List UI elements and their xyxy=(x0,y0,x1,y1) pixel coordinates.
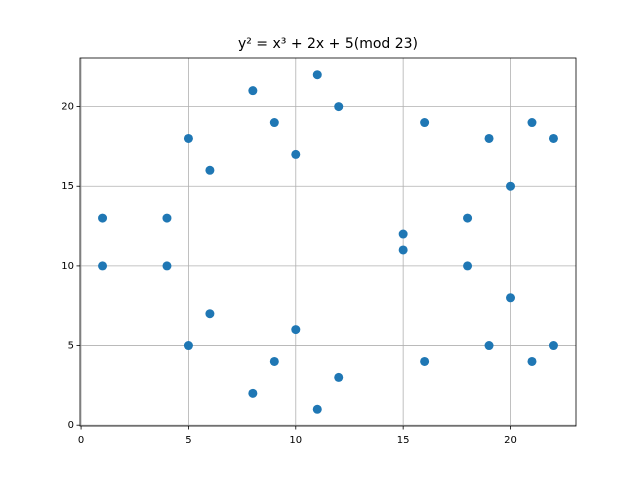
point xyxy=(248,388,258,398)
y-tick-label: 15 xyxy=(61,181,74,192)
point xyxy=(98,261,108,271)
point xyxy=(398,229,408,239)
point xyxy=(527,356,537,366)
point xyxy=(527,118,537,128)
point xyxy=(162,213,172,223)
y-tick-label: 10 xyxy=(61,261,74,272)
ticks-layer: 0 5 10 15 20 0 5 10 15 20 xyxy=(61,102,517,446)
point xyxy=(312,404,322,414)
point xyxy=(162,261,172,271)
point xyxy=(420,356,430,366)
x-tick-label: 15 xyxy=(397,435,410,446)
marks-layer xyxy=(98,70,558,414)
point xyxy=(334,102,344,112)
point xyxy=(205,309,215,319)
x-tick-label: 0 xyxy=(78,435,84,446)
point xyxy=(506,181,516,191)
point xyxy=(248,86,258,96)
y-tick-label: 20 xyxy=(61,102,74,113)
point xyxy=(334,372,344,382)
point xyxy=(312,70,322,80)
chart-title: y² = x³ + 2x + 5(mod 23) xyxy=(238,36,418,52)
x-tick-label: 20 xyxy=(504,435,517,446)
point xyxy=(463,213,473,223)
point xyxy=(269,118,279,128)
point xyxy=(291,149,301,159)
x-tick-label: 10 xyxy=(289,435,302,446)
point xyxy=(506,293,516,303)
point xyxy=(269,356,279,366)
point xyxy=(548,341,558,351)
point xyxy=(484,341,494,351)
point xyxy=(398,245,408,255)
y-tick-label: 0 xyxy=(68,420,74,431)
point xyxy=(463,261,473,271)
point xyxy=(548,133,558,143)
point xyxy=(484,133,494,143)
point xyxy=(183,133,193,143)
point xyxy=(98,213,108,223)
point xyxy=(291,325,301,335)
x-tick-label: 5 xyxy=(185,435,191,446)
y-tick-label: 5 xyxy=(68,341,74,352)
point xyxy=(183,341,193,351)
point xyxy=(420,118,430,128)
point xyxy=(205,165,215,175)
plot-frame xyxy=(79,57,577,427)
